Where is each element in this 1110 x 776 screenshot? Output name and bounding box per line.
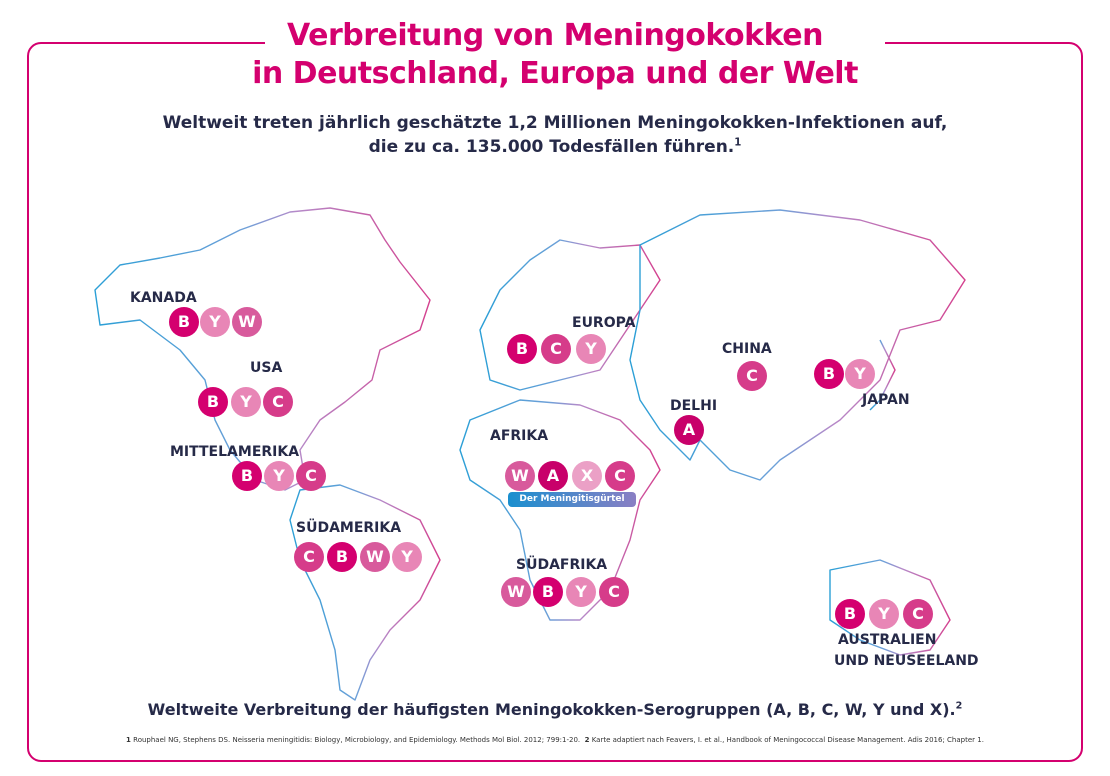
serogroup-badge: W [501,577,531,607]
serogroup-badge: Y [392,542,422,572]
serogroup-badge: Y [566,577,596,607]
serogroup-badge: W [505,461,535,491]
region-label-china: CHINA [722,341,772,357]
serogroup-badge: Y [576,334,606,364]
title-line-2: in Deutschland, Europa und der Welt [252,56,858,91]
japan-outline [869,339,896,411]
region-label-mittelamerika: MITTELAMERIKA [170,444,300,460]
serogroup-badge: B [198,387,228,417]
serogroup-badge: X [572,461,602,491]
serogroup-badge: C [599,577,629,607]
serogroup-badge: Y [200,307,230,337]
serogroup-badge: B [814,359,844,389]
region-label-australien: AUSTRALIEN [838,632,937,648]
serogroup-badge: B [327,542,357,572]
serogroup-badge: C [294,542,324,572]
subtitle-line-2: die zu ca. 135.000 Todesfällen führen.1 [368,137,742,157]
region-label-line2: UND NEUSEELAND [834,653,979,669]
serogroup-badge: B [232,461,262,491]
serogroup-badge: C [605,461,635,491]
subtitle-line-1: Weltweit treten jährlich geschätzte 1,2 … [162,113,948,133]
region-label-kanada: KANADA [130,290,197,306]
serogroup-badge: B [507,334,537,364]
serogroup-badge: C [737,361,767,391]
serogroup-badge: B [533,577,563,607]
south-america-outline [289,484,441,701]
title-line-1: Verbreitung von Meningokokken [287,18,823,53]
serogroup-badge: Y [869,599,899,629]
region-label-europa: EUROPA [572,315,636,331]
region-label-südafrika: SÜDAFRIKA [516,557,608,573]
serogroup-badge: Y [845,359,875,389]
region-label-japan: JAPAN [862,392,910,408]
region-label-usa: USA [250,360,283,376]
footnotes: 1 Rouphael NG, Stephens DS. Neisseria me… [126,736,984,744]
australia-outline [829,559,951,656]
serogroup-badge: C [541,334,571,364]
serogroup-badge: Y [231,387,261,417]
serogroup-badge: Y [264,461,294,491]
meningitis-belt-label: Der Meningitisgürtel [508,492,636,507]
caption: Weltweite Verbreitung der häufigsten Men… [147,700,963,719]
region-label-südamerika: SÜDAMERIKA [296,520,402,536]
region-label-delhi: DELHI [670,398,718,414]
serogroup-badge: W [360,542,390,572]
serogroup-badge: C [296,461,326,491]
serogroup-badge: A [674,415,704,445]
serogroup-badge: B [835,599,865,629]
region-label-afrika: AFRIKA [490,428,549,444]
serogroup-badge: A [538,461,568,491]
serogroup-badge: B [169,307,199,337]
asia-outline [629,209,966,481]
serogroup-badge: C [903,599,933,629]
europe-outline [479,239,661,391]
serogroup-badge: W [232,307,262,337]
serogroup-badge: C [263,387,293,417]
